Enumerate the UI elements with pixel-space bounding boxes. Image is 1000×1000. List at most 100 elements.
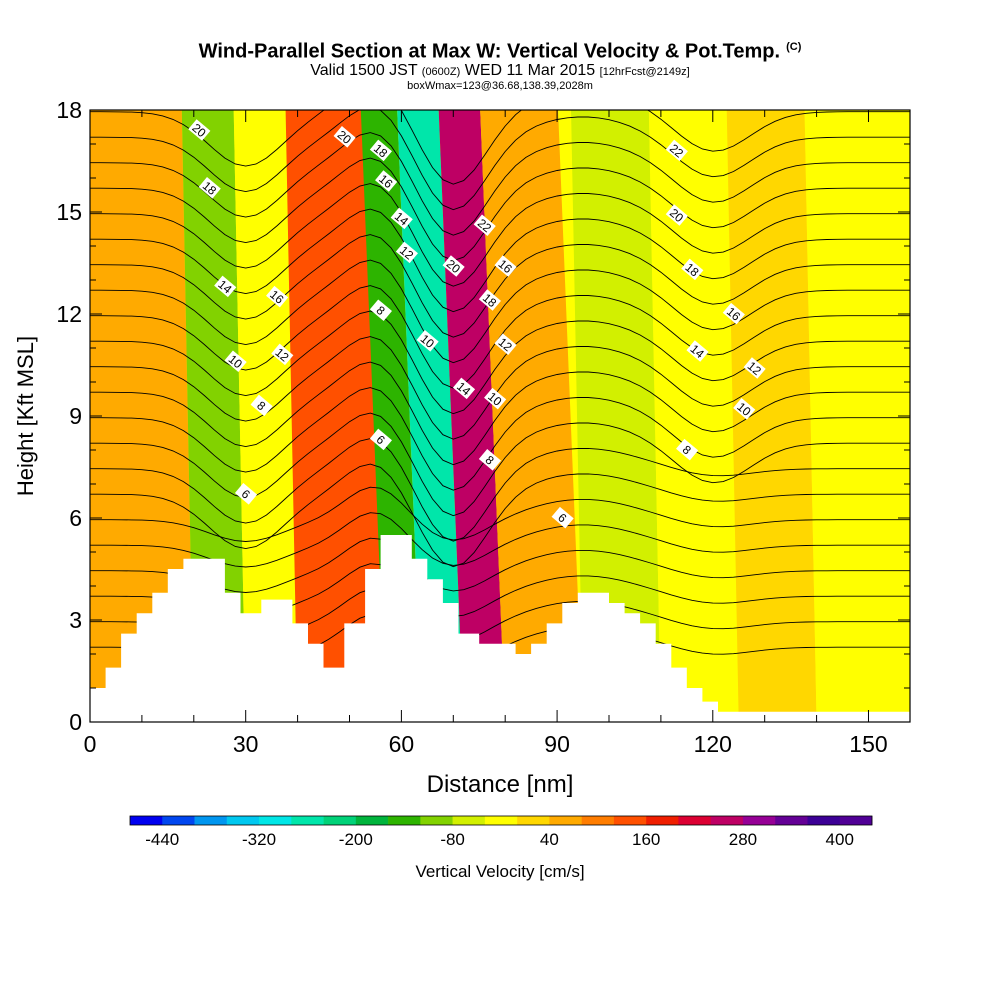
isentrope-label-bg (478, 289, 501, 311)
isentrope-label: 8 (478, 449, 501, 471)
colorbar-tick-label: 280 (729, 830, 757, 849)
x-axis-label: Distance [nm] (427, 771, 574, 798)
isentrope-label-bg (442, 255, 465, 277)
colorbar-swatch (581, 816, 615, 825)
valid-date: WED 11 Mar 2015 (464, 61, 596, 79)
velocity-band (648, 110, 739, 722)
y-tick-label: 18 (56, 97, 82, 123)
isentrope-label-bg (494, 255, 517, 277)
isentrope-label-bg (390, 207, 413, 230)
isentrope-label: 18 (681, 258, 704, 281)
isentrope-label: 10 (733, 398, 756, 420)
isentrope-label-bg (722, 302, 745, 325)
colorbar-swatch (452, 816, 486, 825)
isentrope-label-bg (665, 139, 688, 162)
isentrope-label-bg (250, 394, 273, 417)
y-tick-label: 3 (69, 607, 82, 633)
valid-prefix: Valid 1500 JST (310, 61, 418, 79)
isentrope-label: 14 (686, 340, 709, 362)
velocity-band (233, 110, 298, 722)
isentrope-line (90, 110, 910, 185)
isentrope-line (90, 132, 910, 236)
isentrope-line (90, 512, 910, 568)
isentrope-label-bg (452, 377, 476, 400)
isentrope-label: 16 (375, 170, 398, 192)
isentrope-label-bg (484, 387, 507, 410)
colorbar-swatch (517, 816, 550, 825)
isentrope-label: 22 (473, 214, 496, 236)
y-tick-label: 15 (56, 199, 82, 225)
isentrope-label: 22 (665, 139, 688, 162)
isentrope-label: 8 (369, 299, 392, 321)
isentrope-label-bg (224, 350, 247, 372)
isentrope-label-bg (369, 139, 392, 162)
forecast-info: [12hrFcst@2149z] (599, 65, 690, 78)
isentrope-label: 12 (494, 333, 517, 355)
colorbar-tick-label: 160 (632, 830, 660, 849)
isentrope-label-bg (494, 333, 517, 355)
colorbar-tick-label: -200 (339, 830, 373, 849)
isentrope-label-bg (198, 177, 221, 199)
colorbar-swatch (807, 816, 841, 825)
isentrope-label-bg (686, 340, 709, 362)
colorbar-swatch (678, 816, 711, 825)
colorbar-swatch (775, 816, 808, 825)
isentrope-line (90, 259, 910, 364)
isentrope-label-bg (665, 204, 688, 226)
x-tick-label: 150 (849, 731, 887, 757)
colorbar-swatch (613, 816, 647, 825)
colorbar-swatch (420, 816, 453, 825)
valid-z: (0600Z) (421, 65, 461, 78)
isentrope-label-bg (743, 357, 766, 379)
isentrope-label: 12 (271, 343, 294, 366)
colorbar-swatch (839, 816, 873, 825)
y-axis-label: Height [Kft MSL] (13, 336, 38, 496)
isentrope-label: 12 (395, 241, 418, 264)
isentrope-label: 10 (484, 387, 507, 410)
isentrope-label-bg (416, 330, 439, 352)
isentrope-label-bg (681, 258, 704, 281)
colorbar-swatch (646, 816, 679, 825)
isentrope-label: 20 (665, 204, 688, 226)
y-tick-label: 9 (69, 403, 82, 429)
isentrope-label-bg (375, 170, 398, 192)
isentrope-label: 6 (234, 483, 258, 505)
x-tick-label: 60 (389, 731, 415, 757)
isentrope-line (90, 463, 910, 568)
isentrope-label: 16 (494, 255, 517, 277)
isentrope-line (90, 234, 910, 338)
isentrope-label: 16 (722, 302, 745, 325)
isentrope-label: 14 (214, 275, 237, 298)
isentrope-label-bg (369, 299, 392, 321)
colorbar-swatch (130, 816, 163, 825)
isentrope-line (90, 183, 910, 287)
velocity-band (571, 110, 661, 722)
colorbar-tick-label: -80 (440, 830, 465, 849)
colorbar-swatch (710, 816, 744, 825)
colorbar-swatch (355, 816, 389, 825)
chart-subtitle: Valid 1500 JST (0600Z) WED 11 Mar 2015 [… (0, 61, 1000, 80)
colorbar-frame (129, 815, 873, 826)
isentrope-label-bg (551, 506, 574, 529)
colorbar-label: Vertical Velocity [cm/s] (415, 862, 585, 881)
colorbar-tick-label: 400 (826, 830, 854, 849)
isentrope-label: 20 (188, 119, 211, 141)
isentrope-label-bg (473, 214, 496, 236)
isentrope-label: 20 (442, 255, 465, 277)
isentrope-label: 8 (676, 438, 699, 461)
velocity-band (726, 110, 817, 722)
copyright-mark: (C) (786, 41, 802, 53)
colorbar-swatch (162, 816, 195, 825)
velocity-band (397, 110, 464, 722)
colorbar-swatch (549, 816, 582, 825)
isentrope-label: 8 (250, 394, 273, 417)
y-tick-label: 12 (56, 301, 82, 327)
colorbar-swatch (259, 816, 292, 825)
isentrope-label: 18 (478, 289, 501, 311)
isentrope-label: 14 (452, 377, 476, 400)
y-tick-label: 0 (69, 709, 82, 735)
isentrope-label-bg (478, 449, 501, 471)
isentrope-line (90, 412, 910, 517)
isentrope-label: 12 (743, 357, 766, 379)
